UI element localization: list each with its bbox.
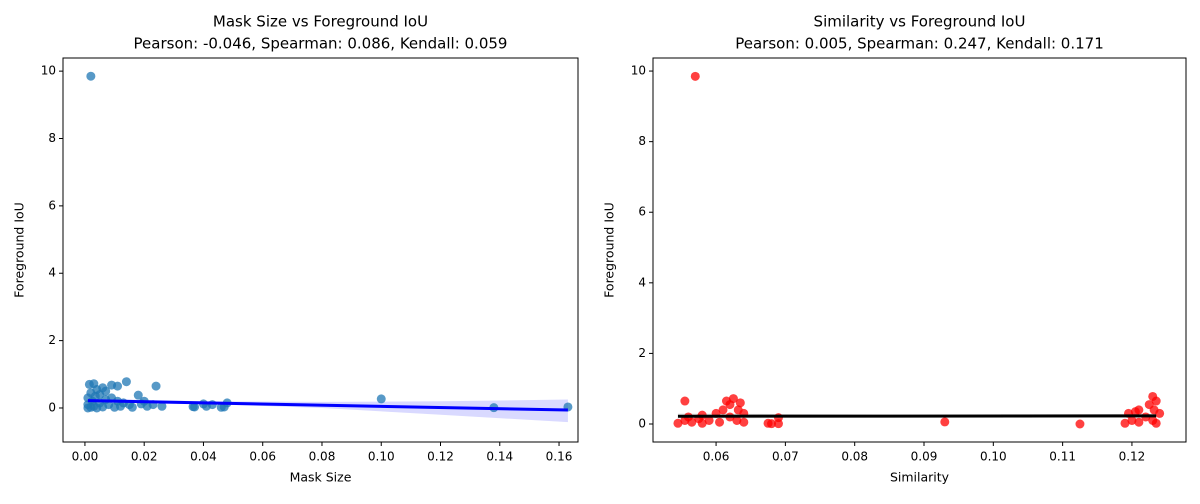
plot-frame — [653, 58, 1186, 442]
x-tick-label: 0.08 — [841, 450, 868, 464]
x-tick-label: 0.06 — [703, 450, 730, 464]
x-axis-label: Mask Size — [290, 470, 352, 485]
scatter-point — [736, 398, 745, 407]
y-tick-label: 8 — [48, 131, 56, 145]
chart-subtitle: Pearson: -0.046, Spearman: 0.086, Kendal… — [134, 35, 508, 53]
scatter-point — [774, 419, 783, 428]
chart-subtitle: Pearson: 0.005, Spearman: 0.247, Kendall… — [735, 35, 1104, 53]
x-tick-label: 0.02 — [131, 450, 158, 464]
y-tick-label: 10 — [41, 64, 56, 78]
x-tick-label: 0.09 — [911, 450, 938, 464]
scatter-point — [86, 72, 95, 81]
plot-frame — [63, 58, 578, 442]
x-axis-label: Similarity — [890, 470, 950, 485]
scatter-point — [1134, 405, 1143, 414]
x-tick-label: 0.06 — [249, 450, 276, 464]
x-tick-label: 0.10 — [368, 450, 395, 464]
scatter-point — [152, 382, 161, 391]
y-axis-label: Foreground IoU — [12, 202, 27, 298]
scatter-point — [122, 377, 131, 386]
y-axis-label: Foreground IoU — [602, 202, 617, 298]
y-tick-label: 6 — [48, 198, 56, 212]
chart-title: Mask Size vs Foreground IoU — [213, 13, 428, 31]
scatter-point — [680, 397, 689, 406]
y-tick-label: 2 — [638, 346, 646, 360]
x-tick-label: 0.00 — [72, 450, 99, 464]
scatter-point — [377, 394, 386, 403]
y-tick-label: 6 — [638, 205, 646, 219]
x-tick-label: 0.08 — [309, 450, 336, 464]
y-tick-label: 0 — [638, 417, 646, 431]
x-tick-label: 0.14 — [486, 450, 513, 464]
scatter-point — [128, 403, 137, 412]
x-tick-label: 0.12 — [1119, 450, 1146, 464]
chart-title: Similarity vs Foreground IoU — [814, 13, 1026, 31]
scatter-point — [1152, 397, 1161, 406]
scatter-point — [1155, 409, 1164, 418]
y-tick-label: 8 — [638, 134, 646, 148]
y-tick-label: 4 — [48, 266, 56, 280]
y-tick-label: 2 — [48, 333, 56, 347]
x-tick-label: 0.12 — [427, 450, 454, 464]
scatter-point — [691, 72, 700, 81]
x-tick-label: 0.11 — [1049, 450, 1076, 464]
y-tick-label: 0 — [48, 400, 56, 414]
scatter-point — [940, 417, 949, 426]
scatter-point — [1152, 419, 1161, 428]
x-tick-label: 0.07 — [772, 450, 799, 464]
scatter-point — [113, 382, 122, 391]
y-tick-label: 4 — [638, 275, 646, 289]
y-tick-label: 10 — [631, 64, 646, 78]
x-tick-label: 0.04 — [190, 450, 217, 464]
scatter-point — [715, 418, 724, 427]
x-tick-label: 0.16 — [546, 450, 573, 464]
scatter-point — [739, 418, 748, 427]
scatter-point — [1075, 420, 1084, 429]
x-tick-label: 0.10 — [980, 450, 1007, 464]
